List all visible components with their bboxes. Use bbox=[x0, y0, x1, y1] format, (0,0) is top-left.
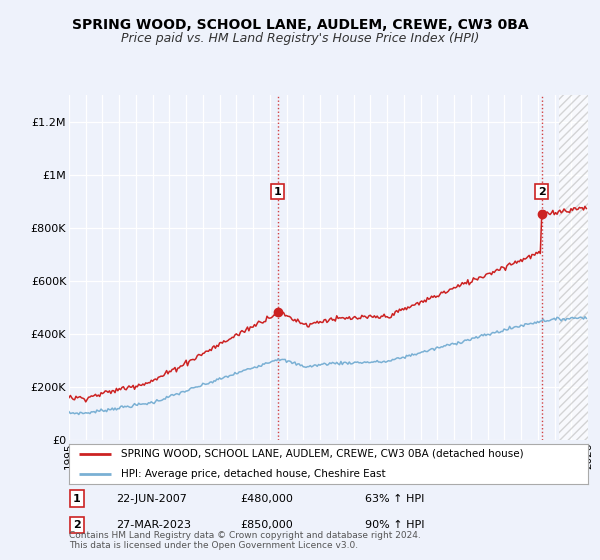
Bar bbox=[559, 95, 588, 440]
Text: 90% ↑ HPI: 90% ↑ HPI bbox=[365, 520, 424, 530]
Text: Contains HM Land Registry data © Crown copyright and database right 2024.
This d: Contains HM Land Registry data © Crown c… bbox=[69, 530, 421, 550]
Text: 63% ↑ HPI: 63% ↑ HPI bbox=[365, 493, 424, 503]
Text: 2: 2 bbox=[538, 186, 545, 197]
Text: 2: 2 bbox=[73, 520, 81, 530]
Text: £480,000: £480,000 bbox=[240, 493, 293, 503]
Text: SPRING WOOD, SCHOOL LANE, AUDLEM, CREWE, CW3 0BA (detached house): SPRING WOOD, SCHOOL LANE, AUDLEM, CREWE,… bbox=[121, 449, 524, 459]
Text: £850,000: £850,000 bbox=[240, 520, 293, 530]
Text: 22-JUN-2007: 22-JUN-2007 bbox=[116, 493, 187, 503]
Text: 1: 1 bbox=[73, 493, 81, 503]
Text: SPRING WOOD, SCHOOL LANE, AUDLEM, CREWE, CW3 0BA: SPRING WOOD, SCHOOL LANE, AUDLEM, CREWE,… bbox=[71, 18, 529, 32]
Text: 1: 1 bbox=[274, 186, 281, 197]
Text: HPI: Average price, detached house, Cheshire East: HPI: Average price, detached house, Ches… bbox=[121, 469, 386, 479]
Text: 27-MAR-2023: 27-MAR-2023 bbox=[116, 520, 191, 530]
Text: Price paid vs. HM Land Registry's House Price Index (HPI): Price paid vs. HM Land Registry's House … bbox=[121, 32, 479, 45]
